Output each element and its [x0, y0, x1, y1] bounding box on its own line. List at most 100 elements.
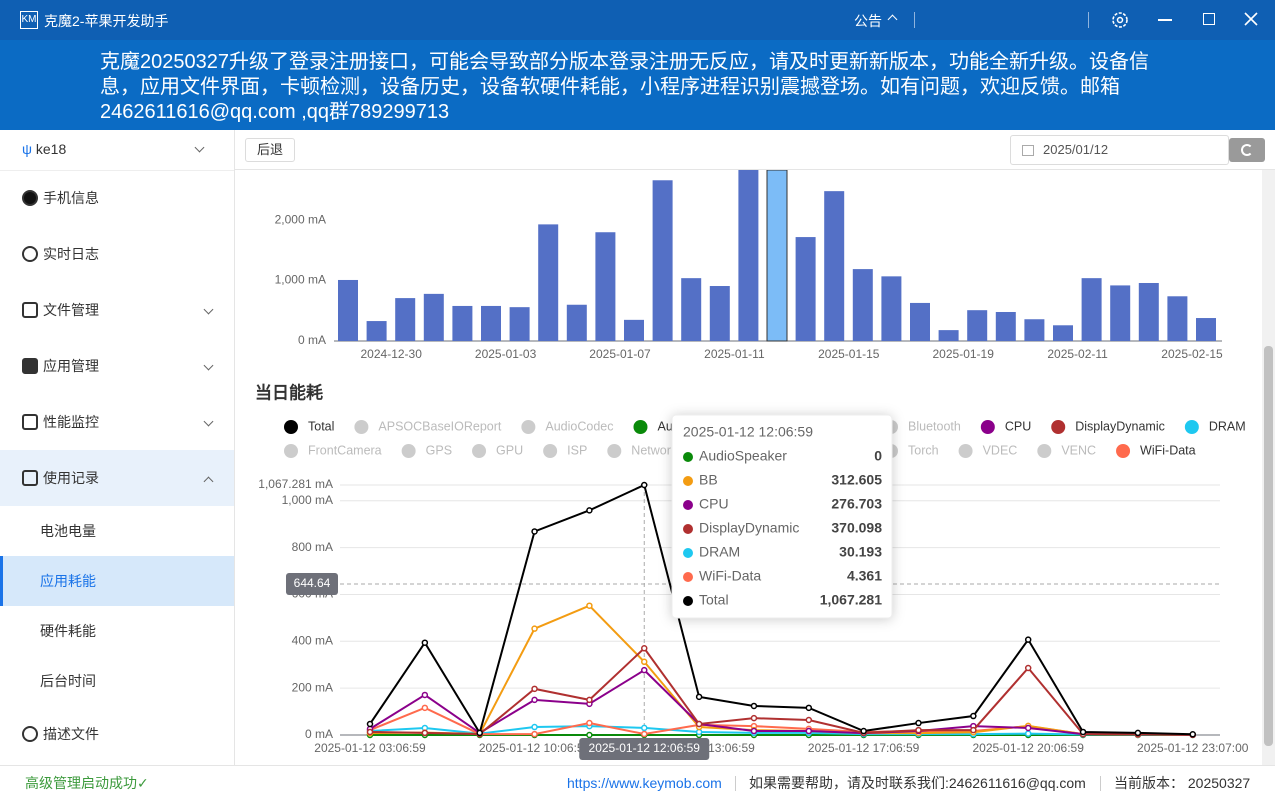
bar [1196, 318, 1216, 341]
tooltip-marker [683, 548, 693, 558]
notice-button[interactable]: 公告 [854, 13, 882, 29]
data-point [750, 714, 758, 722]
submenu-item[interactable]: 后台时间 [40, 673, 96, 689]
legend-marker [980, 420, 995, 434]
bar [967, 310, 988, 341]
scroll-thumb[interactable] [1264, 346, 1273, 746]
device-select[interactable]: ψ ke18 [22, 141, 67, 157]
data-point [695, 720, 703, 728]
bar [481, 305, 501, 341]
tooltip-value: 30.193 [839, 544, 882, 560]
legend-label: APSOCBaseIOReport [378, 419, 501, 433]
data-point [1189, 731, 1196, 738]
data-point [586, 602, 593, 609]
charts: 0 mA 1,000 mA 2,000 mA 2024-12-30 2025-01-03… [255, 170, 1249, 760]
bar [938, 330, 959, 341]
date-input[interactable]: 2025/01/12 [1010, 135, 1229, 165]
data-point [641, 658, 648, 666]
bar [1081, 278, 1102, 341]
legend-marker [284, 444, 298, 458]
menu-item[interactable]: 描述文件 [0, 706, 234, 762]
legend-label: CPU [1005, 419, 1031, 433]
data-point [641, 730, 648, 738]
menu-item[interactable]: 性能监控 [0, 394, 234, 450]
legend-marker [354, 420, 369, 434]
legend-marker [1184, 420, 1199, 434]
maximize-button[interactable] [1203, 13, 1215, 25]
bar [910, 302, 930, 341]
window-title: 克魔2-苹果开发助手 [44, 13, 169, 29]
bar [1138, 282, 1159, 341]
bar [795, 237, 816, 341]
bar [366, 321, 387, 341]
sidebar: ψ ke18 手机信息 实时日志 文件管理 应用管理 性能监控 使用记录 电池电… [0, 130, 235, 765]
data-point [531, 685, 538, 693]
y-tick-label: 200 mA [292, 680, 333, 694]
divider [914, 12, 915, 28]
data-point [586, 731, 593, 739]
tooltip-value: 370.098 [831, 520, 882, 536]
data-point [641, 481, 648, 489]
data-point [915, 719, 922, 727]
data-point [641, 645, 648, 652]
y-tick-label: 0 mA [305, 727, 333, 741]
tooltip-marker [683, 572, 693, 582]
legend-label: WiFi-Data [1140, 443, 1196, 457]
tooltip-marker [683, 500, 693, 510]
divider [0, 170, 234, 171]
refresh-button[interactable] [1229, 138, 1265, 162]
minimize-button[interactable] [1158, 19, 1172, 21]
legend-label: Torch [908, 443, 939, 457]
tooltip-value: 1,067.281 [820, 592, 882, 608]
tooltip-marker [683, 596, 693, 606]
data-point [750, 702, 758, 710]
x-tick-label: 2025-01-12 17:06:59 [808, 741, 920, 755]
help-text: 如果需要帮助，请及时联系我们:2462611616@qq.com [749, 775, 1086, 791]
data-point [421, 639, 429, 646]
legend-marker [472, 444, 487, 458]
data-point [1079, 728, 1087, 736]
x-tick-label: 2025-02-11 [1047, 347, 1108, 361]
data-point [531, 723, 538, 731]
menu-item[interactable]: 使用记录 [0, 450, 234, 506]
tooltip-marker [683, 452, 693, 462]
menu-item[interactable]: 实时日志 [0, 226, 234, 282]
y-tick-label: 1,000 mA [275, 273, 326, 287]
crosshair-x-label-bg [579, 738, 710, 760]
data-point [641, 724, 648, 732]
legend-label: VDEC [983, 443, 1018, 457]
submenu-item[interactable]: 应用耗能 [0, 556, 234, 606]
menu-item[interactable]: 手机信息 [0, 170, 234, 226]
close-button[interactable] [1244, 12, 1258, 26]
menu-item[interactable]: 文件管理 [0, 282, 234, 338]
y-tick-label: 0 mA [298, 333, 326, 347]
data-point [421, 691, 429, 699]
x-tick-label: 2025-01-12 10:06:59 [479, 741, 591, 755]
bar [995, 311, 1016, 341]
submenu-item[interactable]: 硬件耗能 [40, 623, 96, 639]
data-point [586, 696, 593, 704]
website-link[interactable]: https://www.keymob.com [567, 775, 722, 791]
data-point [805, 716, 813, 724]
menu-label: 使用记录 [43, 470, 99, 486]
series-line [369, 725, 1193, 736]
bar [824, 191, 845, 341]
y-tick-label: 2,000 mA [275, 212, 326, 226]
legend-label: DisplayDynamic [1075, 419, 1165, 433]
back-button[interactable]: 后退 [245, 138, 295, 162]
data-point [1134, 729, 1142, 737]
x-tick-label: 2025-01-03 [475, 347, 537, 361]
tooltip-value: 312.605 [831, 472, 882, 488]
submenu-item[interactable]: 电池电量 [40, 523, 96, 539]
tooltip-value: 276.703 [831, 496, 882, 512]
bar [452, 305, 473, 341]
crosshair-y-label: 644.64 [294, 576, 331, 590]
settings-button[interactable] [1110, 10, 1130, 30]
legend-marker [958, 444, 973, 458]
menu-label: 应用管理 [43, 358, 99, 374]
menu-item[interactable]: 应用管理 [0, 338, 234, 394]
legend-marker [1051, 420, 1066, 434]
bar [881, 276, 902, 341]
bar [1053, 325, 1073, 341]
